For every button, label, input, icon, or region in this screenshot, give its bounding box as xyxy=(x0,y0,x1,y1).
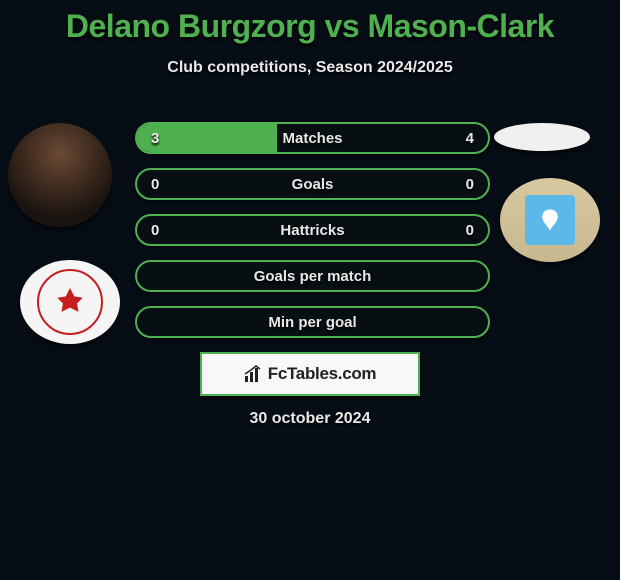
stat-label: Goals xyxy=(137,176,488,193)
brand-badge: FcTables.com xyxy=(200,352,420,396)
comparison-subtitle: Club competitions, Season 2024/2025 xyxy=(0,59,620,77)
comparison-title: Delano Burgzorg vs Mason-Clark xyxy=(0,0,620,45)
stat-label: Min per goal xyxy=(137,314,488,331)
stat-right-value: 4 xyxy=(466,130,474,147)
club-crest-left xyxy=(20,260,120,344)
crest-left-emblem xyxy=(37,269,103,335)
stat-row-min-per-goal: Min per goal xyxy=(135,306,490,338)
brand-text: FcTables.com xyxy=(268,364,377,384)
stat-row-goals: 0 Goals 0 xyxy=(135,168,490,200)
stat-label: Hattricks xyxy=(137,222,488,239)
stat-row-hattricks: 0 Hattricks 0 xyxy=(135,214,490,246)
stat-left-value: 0 xyxy=(151,222,159,239)
brand-chart-icon xyxy=(244,365,264,383)
stats-container: 3 Matches 4 0 Goals 0 0 Hattricks 0 Goal… xyxy=(135,122,490,352)
player-left-photo xyxy=(8,123,112,227)
stat-row-goals-per-match: Goals per match xyxy=(135,260,490,292)
stat-left-value: 3 xyxy=(151,130,159,147)
stat-right-value: 0 xyxy=(466,176,474,193)
player-right-photo xyxy=(494,123,590,151)
snapshot-date: 30 october 2024 xyxy=(0,410,620,428)
crest-right-emblem xyxy=(525,195,575,245)
stat-right-value: 0 xyxy=(466,222,474,239)
stat-row-matches: 3 Matches 4 xyxy=(135,122,490,154)
club-crest-right xyxy=(500,178,600,262)
stat-label: Goals per match xyxy=(137,268,488,285)
stat-left-value: 0 xyxy=(151,176,159,193)
